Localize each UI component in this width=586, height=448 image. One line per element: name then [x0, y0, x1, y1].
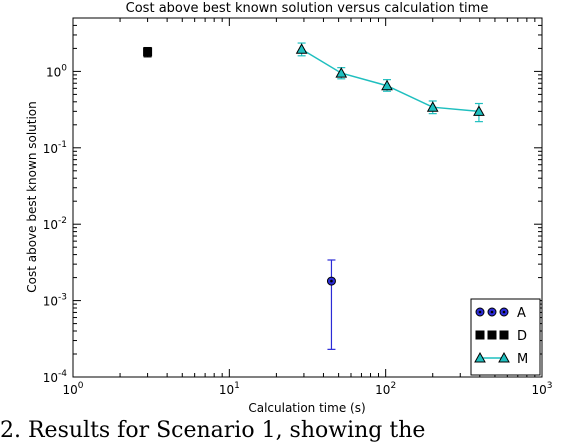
y-tick-label: 10-4: [43, 369, 68, 385]
legend-marker: [499, 330, 509, 340]
x-tick-label-exp: 2: [390, 381, 396, 391]
y-tick-label-base: 10: [43, 142, 58, 156]
y-tick-label-exp: -2: [58, 216, 67, 226]
plot-area: [72, 17, 543, 378]
series-A: [326, 259, 336, 350]
y-tick-label: 10-1: [43, 140, 67, 156]
x-tick-label-exp: 1: [234, 381, 240, 391]
legend-marker-center: [502, 310, 506, 314]
x-tick-label-exp: 0: [78, 381, 84, 391]
chart: Cost above best known solution versus ca…: [25, 1, 553, 415]
y-tick-label-exp: 0: [61, 63, 67, 73]
legend-marker: [474, 351, 486, 363]
series-M: [295, 42, 485, 123]
data-point: [143, 47, 153, 57]
data-point: [335, 67, 348, 78]
x-tick-label-base: 10: [62, 383, 77, 397]
y-tick-label-base: 10: [43, 295, 58, 309]
legend-label-A: A: [517, 306, 526, 321]
y-tick-label: 10-3: [43, 293, 67, 309]
x-tick-label: 102: [375, 381, 396, 397]
x-tick-label: 103: [531, 381, 552, 397]
figure-caption: 2. Results for Scenario 1, showing the: [0, 418, 426, 443]
legend-label-M: M: [517, 352, 528, 367]
series-D: [143, 46, 153, 58]
y-tick-label-base: 10: [46, 65, 61, 79]
y-axis-label: Cost above best known solution: [25, 101, 39, 293]
legend-marker-center: [490, 310, 494, 314]
x-tick-label-base: 10: [531, 383, 546, 397]
x-tick-label: 101: [219, 381, 240, 397]
data-point-center: [330, 279, 333, 283]
y-tick-label: 10-2: [43, 216, 67, 232]
legend-marker: [475, 330, 485, 340]
legend-marker: [487, 330, 497, 340]
x-tick-label-base: 10: [375, 383, 390, 397]
data-point: [381, 79, 393, 91]
data-point: [426, 101, 439, 112]
data-point: [473, 105, 485, 116]
data-point: [295, 43, 308, 54]
legend-marker-center: [478, 310, 482, 314]
series-line: [301, 48, 480, 113]
x-tick-label: 100: [62, 381, 83, 397]
x-tick-label-exp: 3: [547, 381, 553, 391]
x-tick-label-base: 10: [219, 383, 234, 397]
y-tick-label-base: 10: [43, 218, 58, 232]
chart-marks: [143, 42, 485, 350]
chart-title: Cost above best known solution versus ca…: [126, 1, 489, 16]
legend-label-D: D: [517, 329, 527, 344]
y-tick-label-exp: -1: [58, 140, 67, 150]
y-tick-label-base: 10: [43, 371, 58, 385]
legend: ADM: [470, 298, 541, 376]
y-tick-label-exp: -3: [58, 293, 67, 303]
y-tick-label: 100: [46, 63, 67, 79]
y-tick-label-exp: -4: [58, 369, 67, 379]
legend-marker: [498, 351, 510, 363]
x-axis-label: Calculation time (s): [248, 401, 365, 415]
